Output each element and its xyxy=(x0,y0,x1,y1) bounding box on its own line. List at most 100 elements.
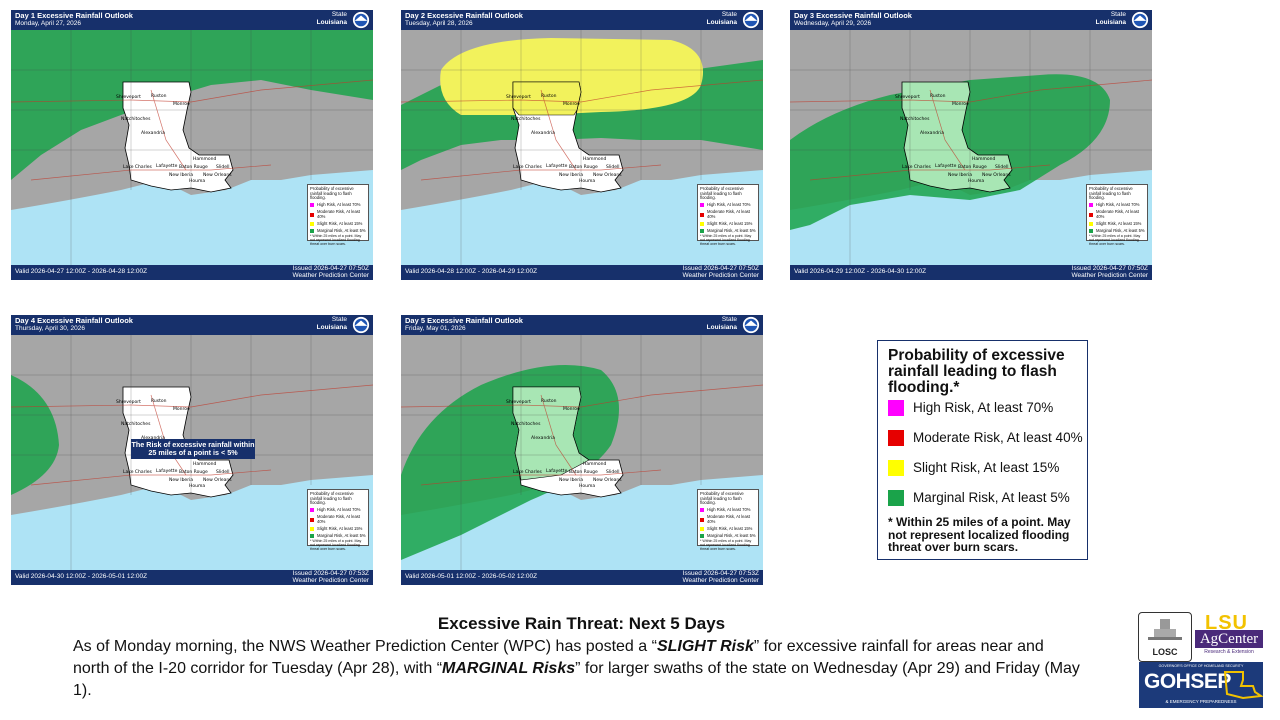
gohsep-logo: GOVERNOR'S OFFICE OF HOMELAND SECURITY G… xyxy=(1139,662,1263,708)
city-label: Hammond xyxy=(193,461,217,467)
city-label: Hammond xyxy=(583,461,607,467)
legend-row-marginal: Marginal Risk, At least 5% xyxy=(888,489,1070,506)
city-label: Natchitoches xyxy=(121,421,151,427)
city-label: Alexandria xyxy=(531,130,555,136)
gohsep-sub-text: & EMERGENCY PREPAREDNESS xyxy=(1165,699,1237,704)
legend-row: High Risk, At least 70% xyxy=(1089,203,1145,208)
legend-row: High Risk, At least 70% xyxy=(310,203,366,208)
panel-header: Day 3 Excessive Rainfall Outlook Wednesd… xyxy=(790,10,1152,30)
swatch xyxy=(310,222,314,227)
swatch xyxy=(310,508,314,513)
city-label: Baton Rouge xyxy=(179,469,208,475)
panel-header: Day 5 Excessive Rainfall Outlook Friday,… xyxy=(401,315,763,335)
swatch xyxy=(1089,203,1093,208)
panel-state: State Louisiana xyxy=(317,11,347,27)
legend-label: Moderate Risk, At least 40% xyxy=(317,209,361,219)
map-legend-footnote: * Within 25 miles of a point. May not re… xyxy=(310,539,362,551)
map-legend-title: Probability of excessive rainfall leadin… xyxy=(700,186,744,201)
day5-outlook-panel: Day 5 Excessive Rainfall Outlook Friday,… xyxy=(401,315,763,585)
panel-date: Friday, May 01, 2026 xyxy=(405,325,466,332)
center-name: Weather Prediction Center xyxy=(1071,272,1148,279)
day4-outlook-panel: Day 4 Excessive Rainfall Outlook Thursda… xyxy=(11,315,373,585)
city-label: New Iberia xyxy=(559,477,583,483)
state-name: Louisiana xyxy=(1095,19,1126,26)
swatch xyxy=(700,517,704,522)
city-label: Monroe xyxy=(952,101,969,107)
day3-outlook-panel: Day 3 Excessive Rainfall Outlook Wednesd… xyxy=(790,10,1152,280)
agcenter-sub-text: Research & Extension xyxy=(1204,649,1254,655)
city-label: Baton Rouge xyxy=(569,164,598,170)
city-label: New Orleans xyxy=(203,477,232,483)
day2-outlook-panel: Day 2 Excessive Rainfall Outlook Tuesday… xyxy=(401,10,763,280)
state-label: State xyxy=(721,11,737,18)
map-legend: Probability of excessive rainfall leadin… xyxy=(697,489,759,551)
legend-label: High Risk, At least 70% xyxy=(317,507,361,513)
legend-label: Marginal Risk, At least 5% xyxy=(317,227,366,233)
state-label: State xyxy=(1110,11,1126,18)
issued-time: Issued 2026-04-27 07:53Z xyxy=(682,570,759,577)
city-label: Monroe xyxy=(173,101,190,107)
panel-state: State Louisiana xyxy=(317,316,347,332)
map-legend-title: Probability of excessive rainfall leadin… xyxy=(1089,186,1133,201)
city-label: Monroe xyxy=(563,101,580,107)
city-label: Lake Charles xyxy=(513,469,543,475)
center-name: Weather Prediction Center xyxy=(292,272,369,279)
map-legend: Probability of excessive rainfall leadin… xyxy=(1086,184,1148,246)
city-label: Natchitoches xyxy=(900,116,930,122)
legend-label: Marginal Risk, At least 5% xyxy=(913,490,1070,505)
agcenter-text: AgCenter xyxy=(1195,630,1263,648)
legend-row: Slight Risk, At least 15% xyxy=(700,221,756,227)
legend-row: Moderate Risk, At least 40% xyxy=(310,514,366,524)
map-legend-title: Probability of excessive rainfall leadin… xyxy=(700,491,744,506)
legend-label: Slight Risk, At least 15% xyxy=(707,525,753,531)
city-label: Shreveport xyxy=(116,94,141,100)
city-label: Lafayette xyxy=(156,163,178,169)
city-label: Ruston xyxy=(151,398,167,404)
city-label: New Orleans xyxy=(593,477,622,483)
city-label: Hammond xyxy=(583,156,607,162)
center-name: Weather Prediction Center xyxy=(682,577,759,584)
city-label: Slidell xyxy=(606,164,619,170)
swatch xyxy=(310,527,314,532)
panel-title: Day 5 Excessive Rainfall Outlook xyxy=(405,316,523,325)
city-label: New Iberia xyxy=(169,172,193,178)
city-label: Slidell xyxy=(606,469,619,475)
panel-title: Day 4 Excessive Rainfall Outlook xyxy=(15,316,133,325)
panel-state: State Louisiana xyxy=(1096,11,1126,27)
city-label: Lake Charles xyxy=(123,469,153,475)
map-legend-title: Probability of excessive rainfall leadin… xyxy=(310,186,354,201)
city-label: Ruston xyxy=(930,93,946,99)
legend-label: High Risk, At least 70% xyxy=(913,400,1054,415)
center-name: Weather Prediction Center xyxy=(292,577,369,584)
legend-row: High Risk, At least 70% xyxy=(310,508,366,513)
caption-text: ” for larger swaths of the state on Wedn… xyxy=(73,660,1080,699)
legend-row: Marginal Risk, At least 5% xyxy=(700,228,756,234)
map-legend-footnote: * Within 25 miles of a point. May not re… xyxy=(700,539,752,551)
city-label: Alexandria xyxy=(920,130,944,136)
swatch xyxy=(1089,229,1093,234)
legend-row: Marginal Risk, At least 5% xyxy=(700,533,756,539)
nws-logo-icon xyxy=(352,11,370,29)
panel-header: Day 1 Excessive Rainfall Outlook Monday,… xyxy=(11,10,373,30)
nws-logo-icon xyxy=(742,11,760,29)
legend-row: Slight Risk, At least 15% xyxy=(700,525,756,532)
panel-date: Tuesday, April 28, 2026 xyxy=(405,20,473,27)
legend-row: High Risk, At least 70% xyxy=(700,508,756,513)
legend-row: Marginal Risk, At least 5% xyxy=(310,227,366,234)
state-name: Louisiana xyxy=(706,19,737,26)
swatch xyxy=(700,229,704,234)
nws-logo-icon xyxy=(742,316,760,334)
swatch xyxy=(310,229,314,234)
legend-row-moderate: Moderate Risk, At least 40% xyxy=(888,429,1083,446)
legend-label: Slight Risk, At least 15% xyxy=(317,525,363,531)
panel-footer: Valid 2026-04-29 12:00Z - 2026-04-30 12:… xyxy=(790,265,1152,280)
losc-label: LOSC xyxy=(1152,647,1178,657)
map-legend-footnote: * Within 25 miles of a point. May not re… xyxy=(700,234,752,246)
lsu-agcenter-logo: LSU AgCenter Research & Extension xyxy=(1195,612,1263,658)
legend-label: Moderate Risk, At least 40% xyxy=(913,430,1083,445)
city-label: Hammond xyxy=(193,156,217,162)
panel-footer: Valid 2026-04-30 12:00Z - 2026-05-01 12:… xyxy=(11,570,373,585)
legend-label: Marginal Risk, At least 5% xyxy=(1096,227,1145,233)
panel-title: Day 3 Excessive Rainfall Outlook xyxy=(794,11,912,20)
panel-title: Day 2 Excessive Rainfall Outlook xyxy=(405,11,523,20)
